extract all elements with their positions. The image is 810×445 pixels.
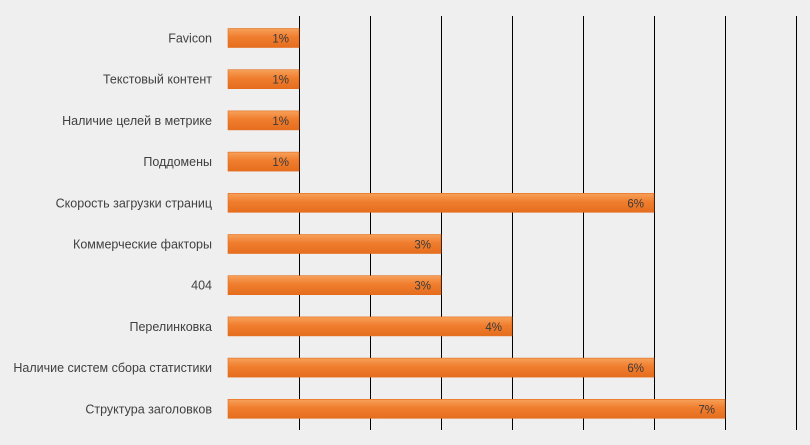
bar-9 (227, 398, 726, 419)
category-label-5: Коммерческие факторы (73, 238, 212, 252)
data-label-8: 6% (627, 363, 644, 375)
data-label-2: 1% (272, 116, 289, 128)
bar-1 (227, 69, 300, 89)
category-label-8: Наличие систем сбора статистики (13, 361, 212, 375)
category-label-2: Наличие целей в метрике (62, 114, 212, 128)
bar-8 (227, 357, 655, 378)
bars (227, 28, 726, 419)
category-labels: Favicon Текстовый контент Наличие целей в … (13, 32, 212, 417)
data-label-1: 1% (272, 75, 289, 87)
category-label-7: Перелинковка (129, 320, 212, 334)
data-label-9: 7% (698, 404, 715, 416)
category-label-9: Структура заголовков (85, 402, 212, 416)
bar-2 (227, 110, 300, 131)
bar-3 (227, 151, 300, 172)
category-label-4: Скорость загрузки страниц (56, 196, 212, 210)
category-label-1: Текстовый контент (103, 73, 212, 87)
category-label-0: Favicon (168, 32, 212, 46)
data-label-7: 4% (485, 322, 502, 334)
data-label-6: 3% (414, 281, 431, 293)
bar-7 (227, 316, 513, 337)
data-label-5: 3% (414, 240, 431, 252)
bar-4 (227, 193, 655, 213)
bar-0 (227, 28, 300, 48)
data-label-0: 1% (272, 34, 289, 46)
bar-5 (227, 234, 442, 254)
data-labels: 1% 1% 1% 1% 6% 3% 3% 4% 6% 7% (272, 34, 715, 417)
data-label-3: 1% (272, 157, 289, 169)
gridlines (299, 16, 797, 430)
bar-6 (227, 275, 442, 296)
category-label-3: Поддомены (143, 155, 212, 169)
data-label-4: 6% (627, 198, 644, 210)
category-label-6: 404 (191, 279, 212, 293)
